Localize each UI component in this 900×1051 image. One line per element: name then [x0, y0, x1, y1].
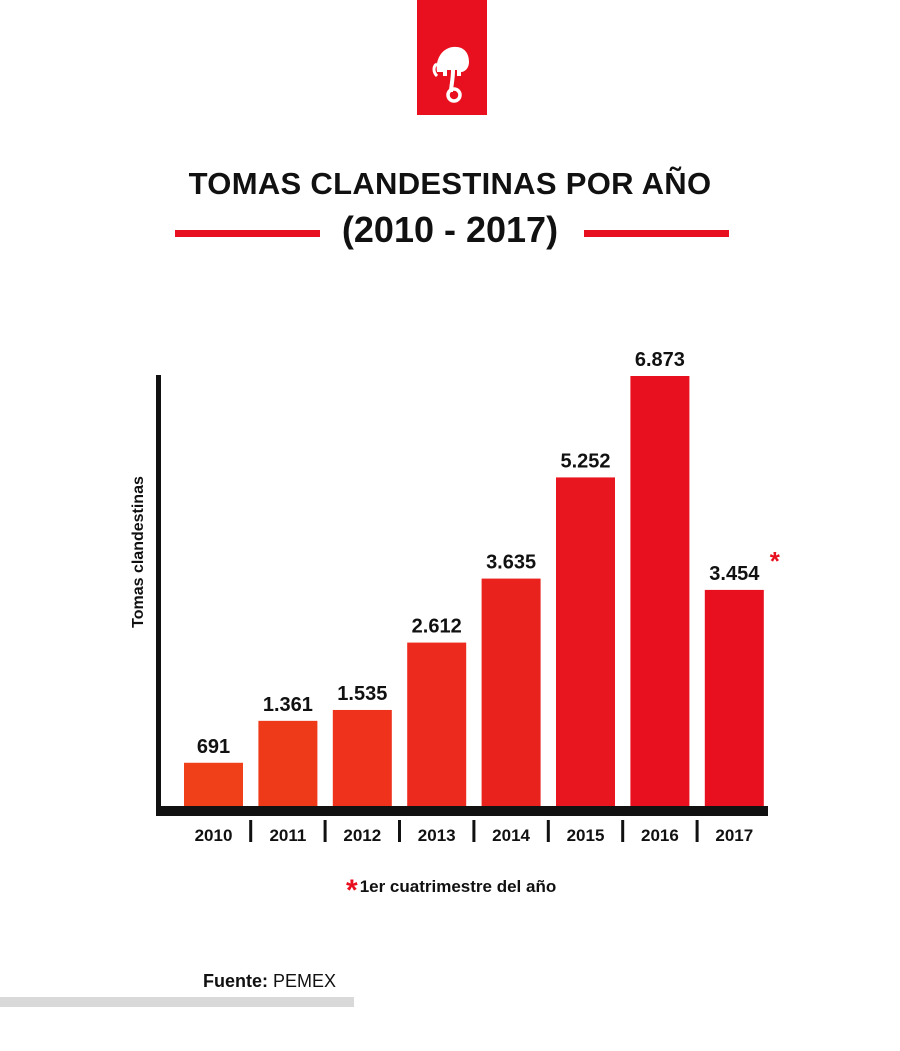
y-axis-label: Tomas clandestinas	[130, 476, 147, 628]
footnote-text: 1er cuatrimestre del año	[359, 877, 557, 896]
bar-2011	[258, 720, 318, 806]
source-value: PEMEX	[273, 971, 337, 991]
bar-2013	[407, 642, 467, 806]
bar-2014	[481, 578, 541, 806]
x-tick-separator	[398, 820, 401, 842]
value-label-2012: 1.535	[337, 683, 387, 705]
subtitle-row: (2010 - 2017)	[0, 207, 900, 253]
x-tick-separator	[323, 820, 327, 842]
chart-title: TOMAS CLANDESTINAS POR AÑO	[188, 166, 712, 201]
source-label: Fuente:	[203, 971, 268, 991]
x-tick-2010: 2010	[195, 826, 233, 845]
bar-2016	[630, 376, 690, 806]
bar-2012	[332, 709, 392, 806]
bar-2010	[184, 762, 243, 806]
x-tick-separator	[695, 820, 699, 842]
footnote: * 1er cuatrimestre del año	[346, 866, 557, 907]
right-rule	[584, 230, 729, 237]
value-label-2016: 6.873	[635, 349, 685, 371]
value-label-2015: 5.252	[560, 450, 610, 472]
x-axis-line	[156, 806, 768, 816]
x-tick-2016: 2016	[641, 826, 679, 845]
value-label-2013: 2.612	[412, 616, 462, 638]
x-tick-separator	[621, 820, 625, 842]
bar-chart: Tomas clandestinas 691 1.361 1.535 2.612 3.63…	[130, 349, 781, 845]
footnote-mark: *	[346, 874, 358, 907]
elephant-icon	[432, 46, 469, 103]
bar-2015	[556, 477, 615, 806]
value-label-2010: 691	[197, 736, 230, 758]
x-tick-2013: 2013	[418, 826, 456, 845]
y-axis-line	[156, 375, 161, 816]
x-tick-2015: 2015	[567, 826, 605, 845]
bar-2017	[704, 589, 764, 806]
x-tick-2012: 2012	[343, 826, 381, 845]
chart-subtitle: (2010 - 2017)	[341, 209, 559, 250]
value-label-2017: 3.454	[709, 563, 760, 585]
x-tick-2014: 2014	[492, 826, 530, 845]
source-line: Fuente: PEMEX	[203, 971, 336, 992]
x-tick-separator	[249, 820, 253, 842]
value-label-2011: 1.361	[263, 694, 313, 716]
value-label-2014: 3.635	[486, 552, 536, 574]
logo	[417, 0, 487, 115]
annotation-star: *	[770, 546, 781, 576]
x-tick-separator	[472, 820, 476, 842]
x-tick-separator	[546, 820, 550, 842]
left-rule	[175, 230, 320, 237]
source-underline	[0, 997, 354, 1007]
x-tick-2017: 2017	[715, 826, 753, 845]
x-tick-2011: 2011	[269, 826, 306, 845]
